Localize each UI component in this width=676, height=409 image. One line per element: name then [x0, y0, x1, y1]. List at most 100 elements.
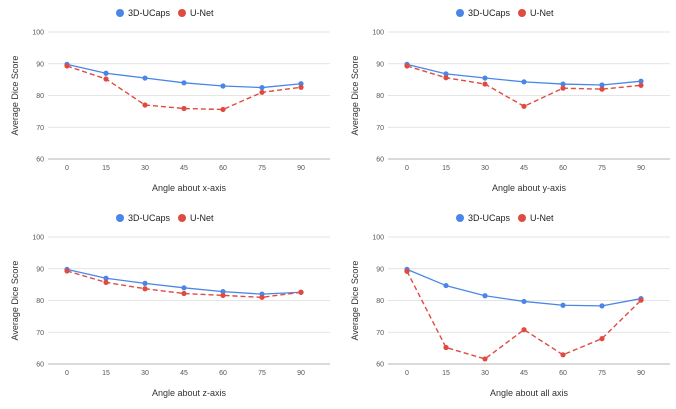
data-point-2: [638, 297, 644, 303]
data-point-1: [142, 75, 148, 81]
x-tick-label: 75: [598, 370, 606, 377]
x-tick-label: 30: [141, 165, 149, 172]
x-tick-label: 90: [637, 165, 645, 172]
legend-label-2: U-Net: [530, 213, 554, 223]
y-tick-label: 70: [36, 330, 44, 337]
y-tick-label: 100: [32, 235, 44, 242]
legend-marker-2: [178, 214, 186, 222]
x-tick-label: 75: [258, 370, 266, 377]
y-tick-label: 60: [376, 157, 384, 164]
x-tick-label: 0: [65, 370, 69, 377]
data-point-2: [181, 290, 187, 297]
legend-marker-1: [456, 214, 464, 222]
data-point-1: [103, 275, 109, 281]
series-line-2: [406, 65, 642, 107]
y-tick-label: 100: [372, 30, 384, 37]
data-point-2: [521, 103, 527, 109]
data-point-2: [64, 268, 70, 274]
data-point-1: [220, 289, 226, 295]
y-tick-label: 70: [36, 125, 44, 132]
x-axis-title: Angle about y-axis: [492, 183, 567, 193]
y-tick-label: 70: [376, 125, 384, 132]
data-point-2: [599, 86, 605, 92]
data-point-2: [142, 102, 148, 108]
data-point-2: [599, 336, 605, 342]
data-point-1: [443, 282, 449, 289]
legend-marker-2: [178, 9, 186, 17]
legend-marker-1: [456, 9, 464, 17]
legend-label-2: U-Net: [530, 8, 554, 18]
data-point-2: [298, 289, 304, 295]
data-point-1: [103, 70, 109, 76]
data-point-1: [521, 298, 527, 305]
chart-panel-2: 60 70 80 90 100 0 15 30 45 60 75 90 Angle about y-ax…: [350, 8, 670, 193]
x-tick-label: 0: [405, 165, 409, 172]
legend-label-1: 3D-UCaps: [128, 213, 171, 223]
x-tick-label: 0: [405, 370, 409, 377]
x-tick-label: 15: [102, 370, 110, 377]
x-tick-label: 30: [141, 370, 149, 377]
legend-label-1: 3D-UCaps: [468, 8, 511, 18]
data-point-1: [259, 84, 265, 91]
data-point-1: [521, 79, 527, 85]
data-point-1: [142, 280, 148, 286]
data-point-1: [181, 285, 187, 291]
chart-panel-4: 60 70 80 90 100 0 15 30 45 60 75 90 Angle about all …: [350, 213, 670, 398]
y-tick-label: 90: [376, 266, 384, 273]
y-tick-label: 60: [376, 362, 384, 369]
data-point-2: [404, 63, 410, 69]
x-tick-label: 75: [598, 165, 606, 172]
data-point-2: [482, 356, 488, 362]
y-axis-title: Average Dice Score: [350, 261, 360, 341]
data-point-2: [560, 85, 566, 91]
data-point-1: [482, 293, 488, 299]
y-tick-label: 60: [36, 362, 44, 369]
data-point-2: [638, 82, 644, 88]
x-axis-title: Angle about z-axis: [152, 388, 227, 398]
x-tick-label: 45: [180, 370, 188, 377]
legend-label-2: U-Net: [190, 213, 214, 223]
legend-label-1: 3D-UCaps: [128, 8, 171, 18]
data-point-1: [560, 81, 566, 87]
data-point-2: [482, 81, 488, 87]
x-tick-label: 90: [297, 165, 305, 172]
legend-marker-2: [518, 214, 526, 222]
y-tick-label: 80: [36, 298, 44, 305]
data-point-1: [482, 75, 488, 81]
chart-panel-1: 60 70 80 90 100 0 15 30 45 60 75 90 Angle about x-ax…: [10, 8, 330, 193]
data-point-2: [298, 84, 304, 90]
x-tick-label: 60: [559, 370, 567, 377]
data-point-2: [103, 279, 109, 286]
x-tick-label: 45: [520, 370, 528, 377]
data-point-1: [220, 83, 226, 89]
x-axis-title: Angle about x-axis: [152, 183, 227, 193]
data-point-1: [638, 78, 644, 84]
data-point-2: [181, 105, 187, 112]
y-tick-label: 90: [36, 61, 44, 68]
chart-panel-3: 60 70 80 90 100 0 15 30 45 60 75 90 Angle about z-ax…: [10, 213, 330, 398]
x-axis-title: Angle about all axis: [490, 388, 569, 398]
legend-marker-1: [116, 214, 124, 222]
y-tick-label: 100: [32, 30, 44, 37]
y-axis-title: Average Dice Score: [350, 56, 360, 136]
x-tick-label: 60: [219, 165, 227, 172]
data-point-1: [181, 80, 187, 86]
data-point-2: [220, 292, 226, 299]
y-tick-label: 80: [376, 298, 384, 305]
y-axis-title: Average Dice Score: [10, 261, 20, 341]
y-axis-title: Average Dice Score: [10, 56, 20, 136]
x-tick-label: 15: [442, 165, 450, 172]
x-tick-label: 60: [219, 370, 227, 377]
x-tick-label: 90: [637, 370, 645, 377]
data-point-1: [599, 303, 605, 309]
y-tick-label: 90: [376, 61, 384, 68]
data-point-2: [560, 352, 566, 358]
data-point-2: [443, 344, 449, 351]
y-tick-label: 90: [36, 266, 44, 273]
x-tick-label: 30: [481, 370, 489, 377]
y-tick-label: 80: [376, 93, 384, 100]
data-point-2: [521, 327, 527, 333]
legend-marker-1: [116, 9, 124, 17]
data-point-2: [103, 76, 109, 82]
data-point-2: [142, 286, 148, 292]
